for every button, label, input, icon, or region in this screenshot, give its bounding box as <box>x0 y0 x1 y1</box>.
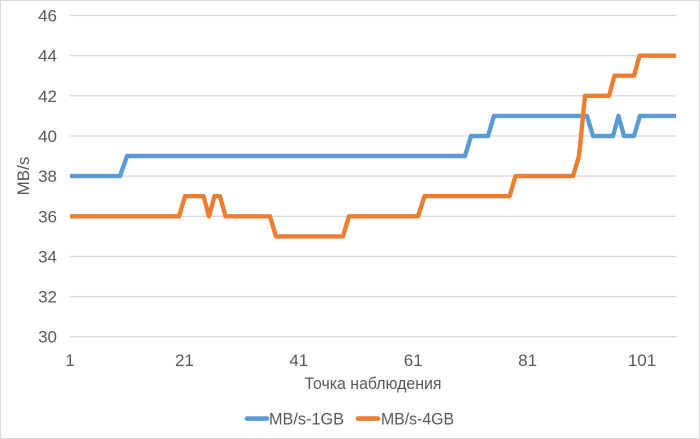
svg-text:36: 36 <box>38 207 57 226</box>
svg-text:21: 21 <box>175 351 194 370</box>
svg-text:44: 44 <box>38 47 57 66</box>
svg-text:81: 81 <box>518 351 537 370</box>
svg-text:MB/s-4GB: MB/s-4GB <box>381 410 454 429</box>
svg-text:41: 41 <box>289 351 308 370</box>
svg-text:Точка наблюдения: Точка наблюдения <box>305 374 442 393</box>
svg-text:32: 32 <box>38 288 57 307</box>
svg-text:34: 34 <box>38 247 57 266</box>
svg-text:101: 101 <box>628 351 656 370</box>
svg-text:42: 42 <box>38 87 57 106</box>
svg-text:61: 61 <box>404 351 423 370</box>
svg-text:40: 40 <box>38 127 57 146</box>
svg-text:1: 1 <box>65 351 74 370</box>
svg-text:46: 46 <box>38 7 57 26</box>
svg-text:38: 38 <box>38 167 57 186</box>
svg-text:MB/s-1GB: MB/s-1GB <box>269 410 344 429</box>
svg-text:30: 30 <box>38 328 57 347</box>
svg-text:MB/s: MB/s <box>14 157 33 196</box>
